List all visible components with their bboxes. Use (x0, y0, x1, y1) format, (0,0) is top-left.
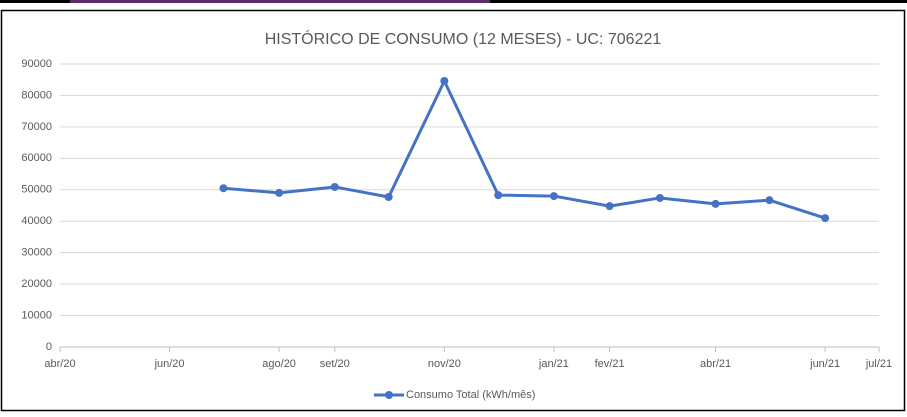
data-point (440, 76, 449, 85)
series-line (223, 79, 826, 220)
x-tick-label: abr/20 (44, 358, 75, 370)
x-tick-label: nov/20 (428, 358, 461, 370)
top-edge-accent (70, 0, 490, 3)
x-tick-label: jul/21 (865, 358, 892, 370)
y-tick-label: 70000 (21, 121, 52, 133)
x-tick-label: ago/20 (262, 358, 296, 370)
y-tick-label: 20000 (21, 278, 52, 290)
legend-label: Consumo Total (kWh/mês) (406, 389, 535, 401)
data-point (605, 202, 614, 211)
data-point (765, 196, 774, 205)
y-tick-label: 60000 (21, 152, 52, 164)
y-tick-label: 10000 (21, 309, 52, 321)
x-tick-label: jun/21 (809, 358, 840, 370)
data-point (655, 193, 664, 202)
chart-title: HISTÓRICO DE CONSUMO (12 MESES) - UC: 70… (265, 29, 662, 48)
x-tick-label: jun/20 (154, 358, 185, 370)
y-tick-label: 80000 (21, 89, 52, 101)
data-point (330, 182, 339, 191)
y-tick-label: 50000 (21, 184, 52, 196)
y-tick-label: 40000 (21, 215, 52, 227)
y-tick-label: 90000 (21, 58, 52, 70)
x-tick-label: fev/21 (595, 358, 625, 370)
x-tick-label: abr/21 (700, 358, 731, 370)
legend-marker (385, 391, 393, 399)
data-point (275, 188, 284, 197)
data-point (821, 214, 830, 223)
data-point (711, 199, 720, 208)
data-point (384, 193, 393, 202)
x-tick-label: jan/21 (538, 358, 569, 370)
y-tick-label: 0 (46, 341, 52, 353)
y-tick-label: 30000 (21, 247, 52, 259)
data-point (494, 191, 503, 200)
chart-frame (0, 9, 906, 412)
data-point (549, 192, 558, 201)
data-point (219, 184, 228, 193)
x-tick-label: set/20 (320, 358, 350, 370)
